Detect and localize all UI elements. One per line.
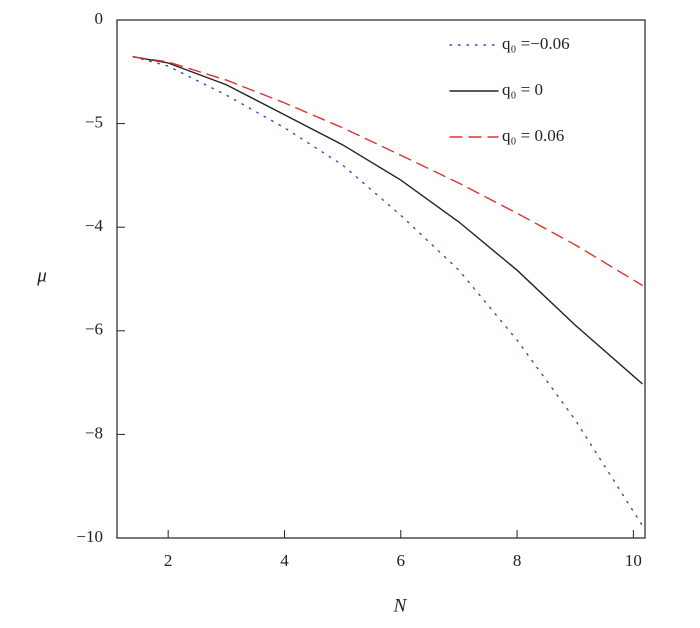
x-axis-label: N xyxy=(393,595,408,616)
y-tick-label: −5 xyxy=(85,113,103,132)
y-axis-label: μ xyxy=(36,265,47,286)
series-line xyxy=(132,56,643,526)
legend-label: q₀ =−0.06 xyxy=(502,34,570,53)
y-tick-label: −6 xyxy=(85,320,103,339)
series-line xyxy=(132,56,643,385)
legend-label: q₀ = 0 xyxy=(502,80,543,99)
y-tick-label: 0 xyxy=(95,9,104,28)
y-tick-label: −4 xyxy=(85,216,104,235)
x-tick-label: 10 xyxy=(625,551,642,570)
y-tick-label: −8 xyxy=(85,423,103,442)
x-tick-label: 2 xyxy=(164,551,173,570)
legend-label: q₀ = 0.06 xyxy=(502,126,564,145)
x-tick-label: 6 xyxy=(397,551,406,570)
plot-frame xyxy=(116,19,646,539)
x-tick-label: 8 xyxy=(513,551,522,570)
series-line xyxy=(132,56,643,286)
y-tick-label: −10 xyxy=(76,527,103,546)
x-tick-label: 4 xyxy=(280,551,289,570)
